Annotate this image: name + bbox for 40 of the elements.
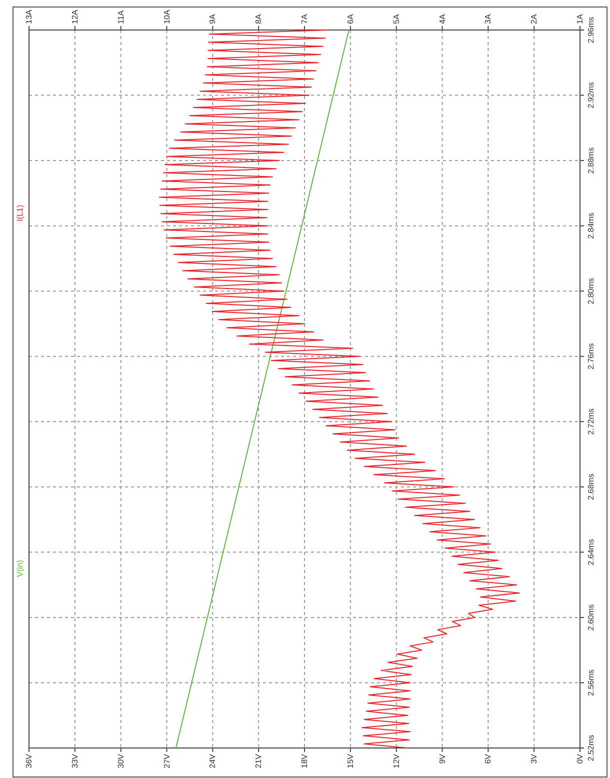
text: V(in) [16, 560, 25, 577]
y-tick-label: 2.76ms [586, 343, 596, 370]
y-tick-label: 2.60ms [586, 604, 596, 631]
x-tick-label: 15V [346, 753, 355, 768]
x-tick-label: 3V [530, 753, 539, 764]
x-tick-label: 36V [24, 753, 34, 768]
y-tick-label: 2.84ms [586, 212, 596, 239]
x2-tick-label: 4A [438, 14, 447, 24]
text: I(L1) [16, 204, 25, 222]
x-tick-label: 18V [300, 753, 310, 768]
x-tick-label: 12V [392, 753, 401, 768]
x-tick-label: 33V [70, 753, 80, 768]
x2-tick-label: 5A [392, 14, 401, 24]
x-tick-label: 30V [116, 753, 126, 768]
x-tick-label: 9V [438, 753, 447, 764]
x2-tick-label: 9A [208, 14, 218, 24]
y-tick-label: 2.56ms [586, 670, 596, 696]
x-tick-label: 0V [576, 753, 585, 764]
y-tick-label: 2.80ms [586, 278, 596, 304]
x2-tick-label: 6A [346, 14, 355, 24]
x-tick-label: 24V [208, 753, 218, 768]
y-tick-label: 2.96ms [586, 16, 596, 44]
x2-tick-label: 8A [254, 14, 264, 24]
y-tick-label: 2.52ms [586, 734, 596, 762]
x2-tick-label: 7A [300, 14, 310, 24]
y-tick-label: 2.88ms [586, 147, 596, 174]
y-tick-label: 2.92ms [586, 82, 596, 108]
x2-tick-label: 11A [116, 10, 126, 24]
x2-tick-label: 10A [162, 9, 172, 24]
x2-tick-label: 3A [484, 14, 493, 24]
x-tick-label: 6V [484, 753, 493, 764]
x2-tick-label: 13A [24, 9, 34, 24]
y-tick-label: 2.72ms [586, 408, 596, 435]
x2-tick-label: 1A [576, 14, 585, 24]
y-tick-label: 2.68ms [586, 474, 596, 500]
x-tick-label: 27V [162, 753, 172, 768]
x2-tick-label: 2A [530, 14, 539, 24]
x2-tick-label: 12A [70, 9, 80, 24]
y-tick-label: 2.64ms [586, 539, 596, 566]
x-tick-label: 21V [254, 753, 264, 768]
